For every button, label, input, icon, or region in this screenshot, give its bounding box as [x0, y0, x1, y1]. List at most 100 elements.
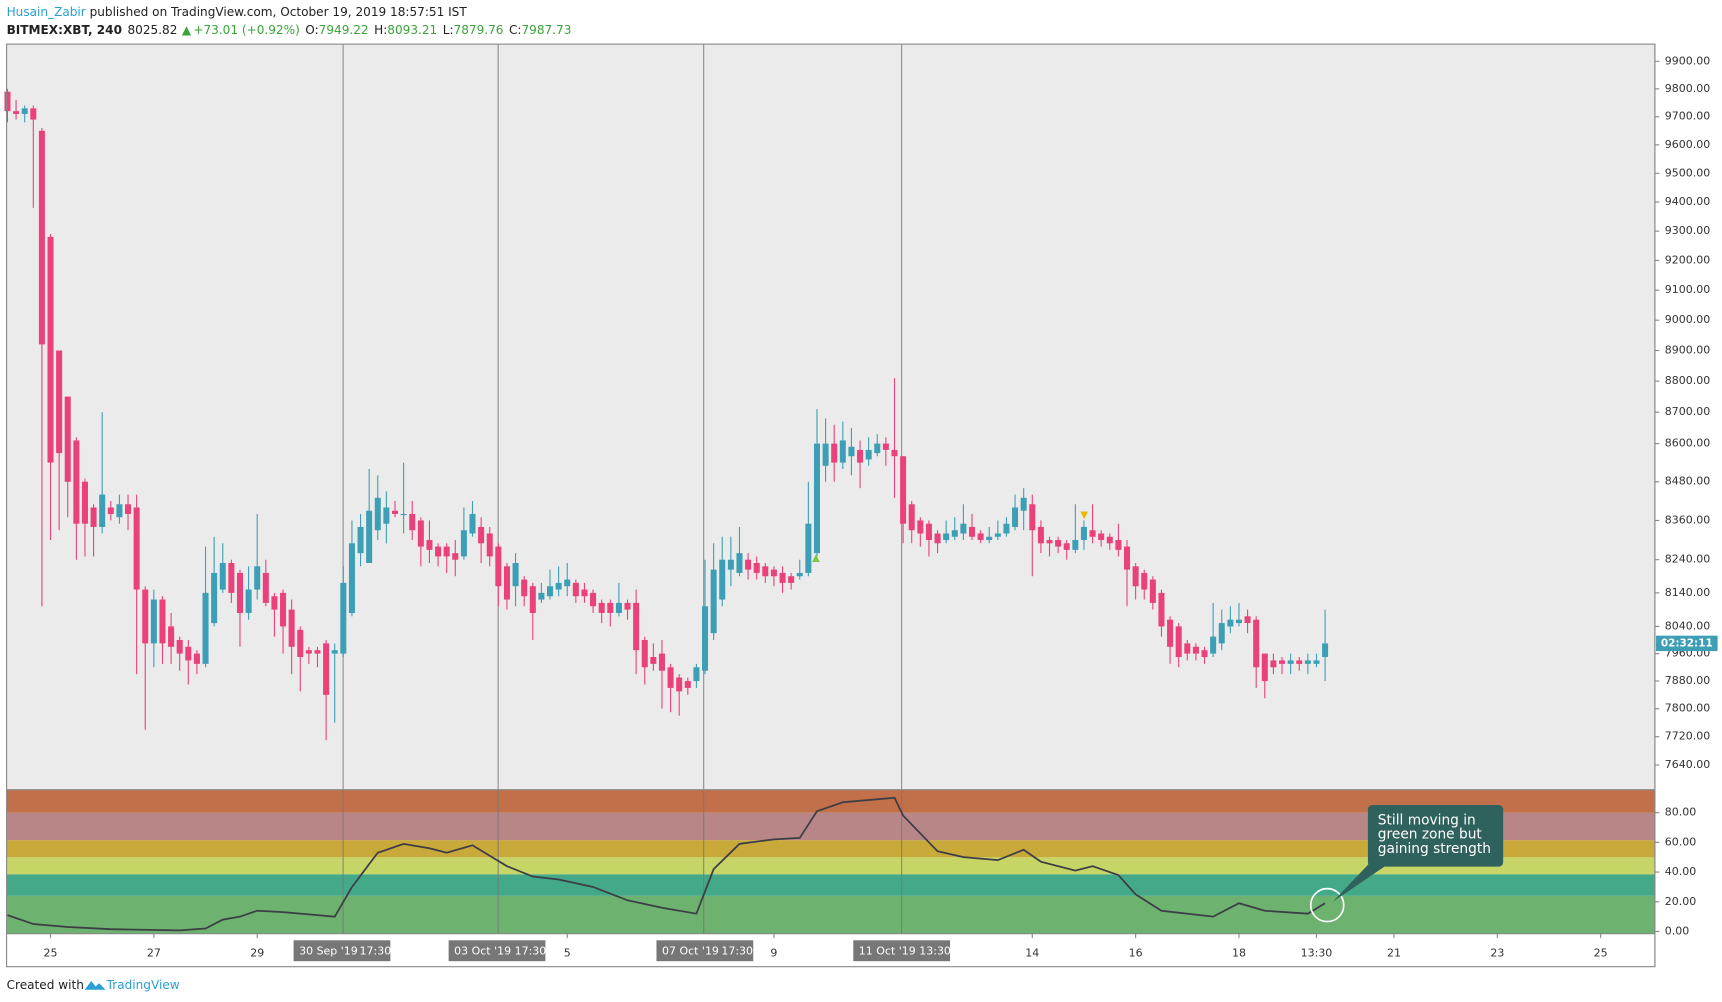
candle-body [219, 563, 226, 590]
brand-logo [84, 980, 106, 990]
candle-body [882, 443, 889, 450]
candle-body [831, 443, 838, 463]
annotation-circle [1309, 887, 1345, 923]
candle-body [426, 540, 433, 550]
candle-body [736, 553, 743, 573]
candle-body [133, 507, 140, 590]
candle-body [546, 586, 554, 597]
marker-label-box [293, 940, 391, 962]
x-tick-label: 16 [1129, 946, 1143, 959]
annotation-pointer [1332, 857, 1388, 902]
candle-body [633, 602, 640, 651]
low: 7879.76 [454, 22, 504, 36]
zone [6, 895, 1655, 934]
low-label: L: [443, 22, 454, 36]
candle-body [1132, 566, 1139, 587]
y-tick-label: 8480.00 [1665, 475, 1710, 488]
x-tick-label: 14 [1025, 946, 1039, 959]
marker-date: 03 Oct '19 [454, 944, 511, 957]
candle-body [555, 582, 562, 590]
candle-body [1063, 543, 1070, 550]
candle-body [727, 559, 734, 570]
marker-label-box [448, 940, 546, 962]
candle-body [443, 546, 450, 557]
candle-body [81, 481, 88, 524]
candle-body [572, 582, 579, 597]
candle-body [951, 530, 958, 537]
y-tick-label: 8360.00 [1665, 513, 1710, 526]
candle-body [1046, 540, 1053, 544]
candle-body [1141, 572, 1148, 590]
candle-body [943, 533, 950, 541]
candle-body [211, 572, 218, 624]
x-tick-label: 13:30 [1301, 946, 1333, 959]
candle-body [1123, 546, 1131, 570]
candle-body [1253, 619, 1260, 668]
candle-body [90, 507, 97, 527]
x-tick-label: 21 [1387, 946, 1401, 959]
candle-body [925, 523, 932, 541]
candle-body [1012, 507, 1019, 527]
candle-body [47, 236, 54, 463]
footer-brand[interactable]: TradingView [106, 978, 180, 992]
candle-body [236, 572, 243, 613]
close: 7987.73 [521, 22, 571, 36]
candle-body [125, 504, 132, 514]
candle-body [1003, 523, 1010, 534]
y-tick-label: 8040.00 [1665, 619, 1710, 632]
high: 8093.21 [387, 22, 437, 36]
candle-body [409, 513, 416, 531]
candle-body [1149, 579, 1156, 603]
candle-body [745, 559, 752, 570]
candle-body [1167, 619, 1174, 647]
candle-body [383, 507, 390, 524]
marker-time: 17:30 [721, 944, 753, 957]
candle-body [650, 657, 657, 664]
candle-body [598, 602, 605, 613]
buy-signal [812, 554, 820, 563]
zone [6, 874, 1655, 896]
author: Husain_Zabir [7, 5, 86, 19]
candle-body [512, 563, 519, 587]
last-price: 8025.82 [127, 22, 177, 36]
candle-body [271, 596, 278, 610]
candle-body [340, 582, 347, 654]
candle-body [624, 602, 631, 610]
candle-body [400, 513, 407, 516]
candle-body [538, 592, 545, 600]
open-label: O: [305, 22, 318, 36]
candle-body [839, 440, 846, 463]
marker-date: 11 Oct '19 [859, 944, 916, 957]
candle-body [1201, 650, 1208, 658]
candle-body [417, 520, 424, 547]
candle-body [779, 572, 786, 583]
candle-body [1270, 660, 1277, 668]
candle-body [56, 350, 63, 454]
x-tick-label: 5 [564, 946, 571, 959]
y-tick-label: 9000.00 [1665, 313, 1710, 326]
candle-body [150, 599, 157, 644]
annotation-text: gaining strength [1378, 841, 1491, 857]
candle-body [64, 396, 71, 482]
candle-body [1037, 526, 1044, 544]
y-tick-label: 8600.00 [1665, 437, 1710, 450]
candle-body [391, 510, 399, 514]
y-tick-label: 9200.00 [1665, 253, 1710, 266]
candle-body [262, 572, 269, 603]
candle-body [788, 576, 795, 583]
candle-body [615, 602, 622, 613]
candle-body [495, 546, 502, 587]
candle-body [891, 449, 898, 457]
marker-time: 17:30 [515, 944, 547, 957]
candle-body [1115, 540, 1122, 550]
candle-body [21, 108, 28, 114]
candle-body [848, 446, 855, 457]
y-tick-label: 8800.00 [1665, 374, 1710, 387]
candle-body [529, 586, 536, 613]
marker-date: 30 Sep '19 [299, 944, 358, 957]
candle-body [107, 507, 114, 514]
y-tick-label: 7800.00 [1665, 702, 1710, 715]
candle-body [857, 449, 864, 463]
candle-body [994, 533, 1001, 537]
